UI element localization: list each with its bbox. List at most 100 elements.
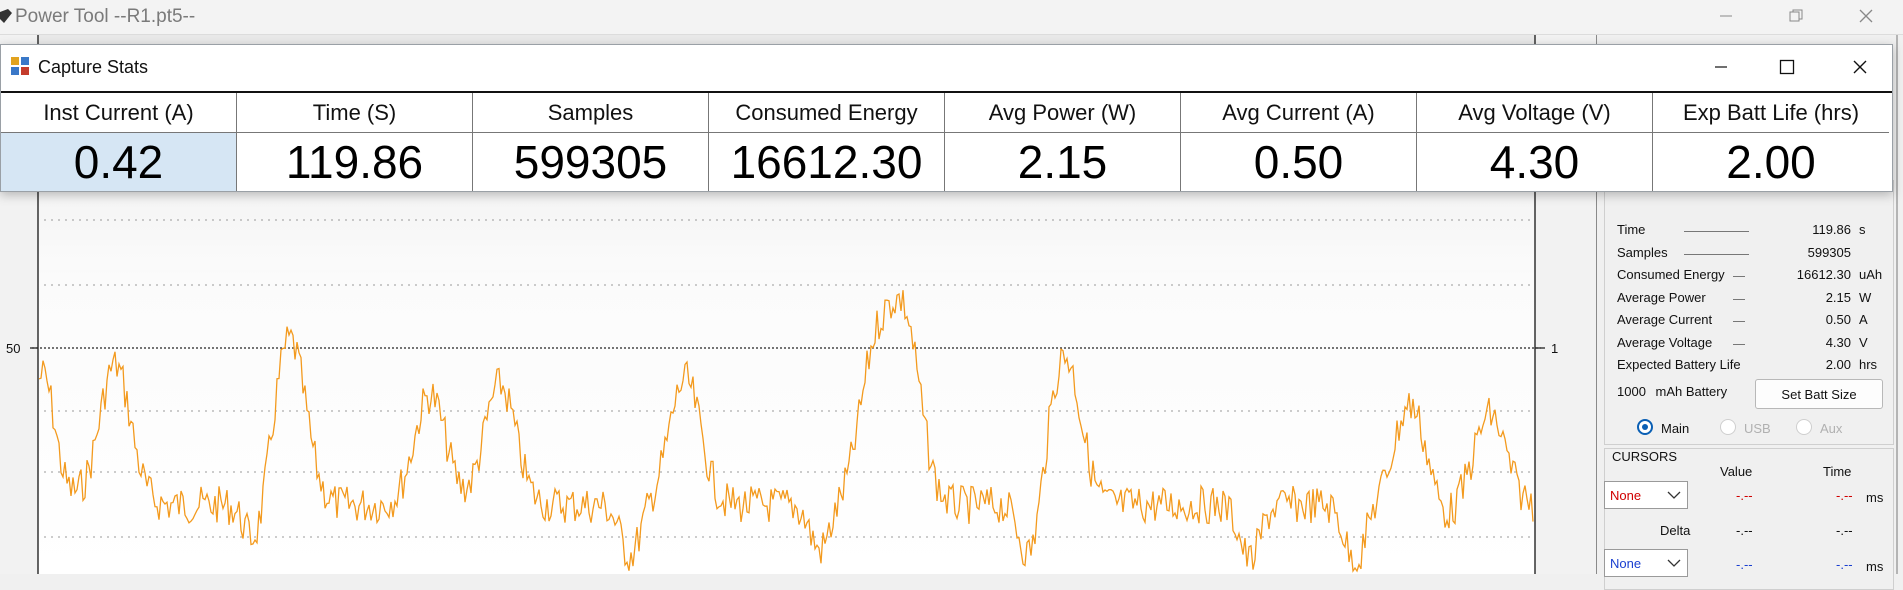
cursor2-time: -.--	[1836, 557, 1853, 572]
stats-row-value: 16612.30	[1796, 267, 1851, 282]
main-restore-button[interactable]	[1773, 0, 1819, 32]
stats-row-unit: uAh	[1859, 267, 1883, 282]
set-batt-size-button[interactable]: Set Batt Size	[1755, 379, 1883, 409]
capture-stats-title-bar[interactable]: Capture Stats	[1, 45, 1892, 89]
stats-row-unit: s	[1859, 222, 1866, 237]
cursor2-select-value: None	[1610, 556, 1642, 571]
stat-column-value: 2.15	[1017, 136, 1108, 188]
stats-row-value: 4.30	[1825, 334, 1851, 350]
stats-row-label: Average Power	[1617, 289, 1706, 305]
main-title-bar: Power Tool --R1.pt5--	[0, 0, 1903, 35]
stats-row-unit: A	[1859, 312, 1868, 327]
cursor2-select[interactable]: None	[1604, 549, 1688, 577]
main-close-button[interactable]	[1843, 0, 1889, 32]
stat-column[interactable]: Avg Current (A) 0.50	[1181, 93, 1417, 191]
y-right-tick-label: 1	[1551, 341, 1558, 356]
stat-column-header: Avg Current (A)	[1181, 93, 1416, 133]
delta-value: -.--	[1736, 523, 1753, 538]
close-icon	[1859, 9, 1873, 23]
cursor2-unit: ms	[1866, 559, 1884, 574]
stats-row-unit: hrs	[1859, 357, 1878, 372]
stats-row-label: Time	[1617, 222, 1646, 237]
stats-row-leader	[1733, 298, 1745, 300]
stat-column[interactable]: Exp Batt Life (hrs) 2.00	[1653, 93, 1889, 191]
radio-aux-label: Aux	[1820, 421, 1843, 436]
radio-unselected-icon	[1720, 419, 1736, 435]
stat-column-header: Avg Voltage (V)	[1417, 93, 1652, 133]
stats-row: Time 119.86 s	[1617, 219, 1887, 241]
stat-column[interactable]: Samples 599305	[473, 93, 709, 191]
stats-row: Average Current 0.50 A	[1617, 309, 1887, 331]
cursors-title: CURSORS	[1612, 449, 1678, 464]
stats-row-leader	[1733, 321, 1745, 322]
gridlines	[44, 219, 1530, 538]
delta-time: -.--	[1836, 523, 1853, 538]
minimize-icon	[1715, 66, 1727, 68]
stat-column-value: 2.00	[1726, 136, 1816, 188]
stat-column[interactable]: Inst Current (A) 0.42	[1, 93, 237, 191]
restore-icon	[1789, 9, 1803, 22]
stat-column-value: 119.86	[285, 136, 424, 188]
stats-row-label: Expected Battery Life	[1617, 357, 1741, 372]
stats-row-value: 2.15	[1825, 289, 1851, 305]
stat-column-header: Inst Current (A)	[1, 93, 236, 133]
cursor1-value: -.--	[1736, 488, 1753, 503]
app-window-icon	[11, 57, 29, 75]
app-icon	[0, 9, 12, 23]
stat-column-value: 4.30	[1489, 136, 1580, 188]
stats-row-leader	[1684, 231, 1749, 232]
stats-row-leader	[1733, 343, 1745, 345]
capture-stats-title: Capture Stats	[38, 57, 149, 77]
battery-capacity: 1000 mAh Battery	[1617, 384, 1727, 399]
stat-column-value: 599305	[513, 136, 668, 188]
stats-row-unit: W	[1859, 289, 1872, 305]
stat-column-header: Time (S)	[237, 93, 472, 133]
stat-column[interactable]: Avg Power (W) 2.15	[945, 93, 1181, 191]
cursors-value-header: Value	[1720, 464, 1753, 479]
stats-row-label: Average Current	[1617, 312, 1713, 327]
stats-row-value: 119.86	[1812, 222, 1851, 237]
stats-row-label: Average Voltage	[1617, 334, 1713, 350]
stats-row-value: 2.00	[1825, 357, 1851, 372]
stat-column[interactable]: Time (S) 119.86	[237, 93, 473, 191]
stats-row-label: Samples	[1617, 244, 1668, 260]
cursor2-value: -.--	[1736, 557, 1753, 572]
delta-label: Delta	[1660, 523, 1691, 538]
chevron-down-icon	[1667, 491, 1681, 499]
stat-column[interactable]: Avg Voltage (V) 4.30	[1417, 93, 1653, 191]
capture-minimize-button[interactable]	[1698, 51, 1744, 83]
cursors-time-header: Time	[1823, 464, 1852, 479]
stats-row: Average Power 2.15 W	[1617, 287, 1887, 309]
cursor1-select-value: None	[1610, 488, 1642, 503]
capture-stats-window[interactable]: Capture Stats Inst Current (A) 0.42 Time (…	[0, 44, 1893, 192]
current-trace	[38, 290, 1534, 573]
minimize-icon	[1720, 15, 1732, 17]
radio-unselected-icon	[1796, 419, 1812, 435]
battery-capacity-value: 1000	[1617, 384, 1646, 399]
radio-usb-label: USB	[1744, 421, 1771, 436]
stat-column-value: 16612.30	[730, 136, 923, 188]
chevron-down-icon	[1667, 559, 1681, 567]
stats-row: Consumed Energy 16612.30 uAh	[1617, 264, 1887, 286]
capture-close-button[interactable]	[1837, 51, 1883, 83]
cursor1-time: -.--	[1836, 488, 1853, 503]
cursor1-select[interactable]: None	[1604, 481, 1688, 509]
stats-row-leader	[1684, 253, 1749, 255]
stats-row-value: 0.50	[1825, 312, 1851, 327]
stat-column-value: 0.42	[1, 133, 236, 191]
maximize-icon	[1779, 59, 1795, 75]
radio-main-label: Main	[1661, 421, 1690, 436]
main-minimize-button[interactable]	[1703, 0, 1749, 32]
radio-selected-icon	[1637, 419, 1653, 435]
stats-row: Samples 599305	[1617, 242, 1887, 264]
stat-column[interactable]: Consumed Energy 16612.30	[709, 93, 945, 191]
stats-row-value: 599305	[1807, 244, 1851, 260]
stat-column-value: 0.50	[1253, 136, 1344, 188]
capture-stats-table: Inst Current (A) 0.42 Time (S) 119.86 Sample…	[1, 91, 1892, 191]
stats-row: Average Voltage 4.30 V	[1617, 332, 1887, 354]
capture-maximize-button[interactable]	[1764, 51, 1810, 83]
main-window-title: Power Tool --R1.pt5--	[15, 6, 196, 27]
y-left-tick-label: 50	[6, 341, 20, 356]
stat-column-header: Samples	[473, 93, 708, 133]
stats-row-unit: V	[1859, 334, 1868, 350]
